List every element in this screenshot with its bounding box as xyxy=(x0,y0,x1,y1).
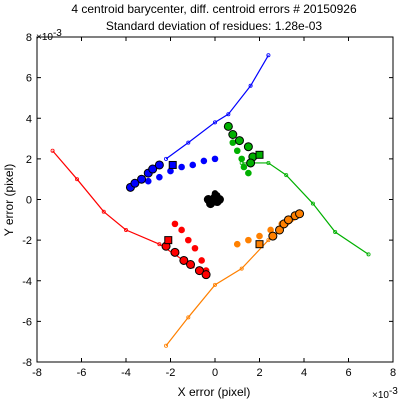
series-2-trail-point xyxy=(101,209,106,214)
axes: -8 -6 -4 -2 0 2 4 6 8 -8 -6 -4 -2 0 2 4 6 8 xyxy=(22,32,396,379)
series-0-square-marker xyxy=(168,160,177,169)
y-tick-label: 6 xyxy=(26,73,32,85)
series-0-cloud-point xyxy=(167,167,174,175)
plot-area xyxy=(50,53,371,348)
series-1-trail-point xyxy=(333,229,338,234)
series-1-cloud-point xyxy=(229,139,237,146)
series-2-trail-point xyxy=(157,242,162,247)
series-3-trail-point xyxy=(212,282,217,287)
series-1-trail-point xyxy=(266,160,271,165)
series-3-cloud-point xyxy=(245,236,252,244)
series-0-cloud-point xyxy=(178,163,185,171)
y-tick-label: -6 xyxy=(22,316,32,328)
series-2-cloud-point xyxy=(178,226,185,234)
series-2-marker xyxy=(194,266,204,276)
series-3-trail-point xyxy=(186,315,191,320)
series-0-trail-point xyxy=(248,83,253,88)
x-tick-label: -4 xyxy=(121,367,131,379)
x-axis-label: X error (pixel) xyxy=(178,385,251,399)
series-2-marker xyxy=(170,247,180,257)
series-3-marker xyxy=(268,231,278,241)
series-0-cloud-point xyxy=(211,155,219,163)
x-exponent: ×10-3 xyxy=(372,386,398,401)
y-tick-label: 0 xyxy=(26,195,32,207)
series-3-trail-point xyxy=(266,238,271,243)
series-1-trail-point xyxy=(366,252,371,257)
series-2-cloud-point xyxy=(198,257,205,264)
x-tick-label: 4 xyxy=(301,367,307,379)
series-1-trail-point xyxy=(284,173,289,178)
y-tick-label: -8 xyxy=(22,357,32,369)
series-1-cloud-point xyxy=(238,155,245,163)
y-tick-label: 8 xyxy=(26,32,32,44)
x-tick-label: -8 xyxy=(32,367,42,379)
series-1-marker xyxy=(223,121,233,131)
series-2-cloud-point xyxy=(185,236,192,244)
y-tick-label: -2 xyxy=(22,235,32,247)
series-2-trail-point xyxy=(75,177,80,182)
series-0-marker xyxy=(137,174,147,184)
series-0-marker xyxy=(148,164,158,174)
series-3-marker xyxy=(275,225,285,235)
series-0-trail-point xyxy=(186,140,191,145)
y-tick-label: -4 xyxy=(22,276,32,288)
series-1-cloud-point xyxy=(240,163,248,171)
chart-subtitle: Standard deviation of residues: 1.28e-03 xyxy=(106,19,322,33)
series-1 xyxy=(223,121,371,257)
series-3-cloud-point xyxy=(233,240,241,248)
series-2-marker xyxy=(201,270,211,280)
series-0-cloud-point xyxy=(200,157,208,165)
chart-title: 4 centroid barycenter, diff. centroid er… xyxy=(71,2,357,16)
series-1-marker xyxy=(246,158,256,168)
series-2-cloud-point xyxy=(191,244,199,252)
y-exponent: ×10-3 xyxy=(36,28,62,43)
series-2-square-marker xyxy=(164,236,173,245)
series-2 xyxy=(50,148,211,280)
x-tick-label: -6 xyxy=(77,367,87,379)
series-0 xyxy=(125,53,271,192)
series-3-trail xyxy=(165,215,300,347)
series-3 xyxy=(164,209,305,348)
series-1-cloud-point xyxy=(245,169,252,177)
series-2-trail-point xyxy=(50,148,55,153)
series-0-cloud-point xyxy=(156,173,163,181)
series-1-marker xyxy=(228,130,238,139)
x-tick-label: 8 xyxy=(390,367,396,379)
series-1-cloud-point xyxy=(233,147,241,155)
y-tick-label: 4 xyxy=(26,113,32,125)
series-0-marker xyxy=(130,178,140,188)
y-axis-label: Y error (pixel) xyxy=(2,164,16,236)
series-4 xyxy=(203,190,224,209)
y-tick-label: 2 xyxy=(26,154,32,166)
series-3-square-marker xyxy=(255,240,264,249)
series-1-trail xyxy=(241,162,369,255)
series-0-trail-point xyxy=(164,156,169,161)
series-3-marker xyxy=(283,215,293,225)
series-2-marker xyxy=(179,255,189,265)
series-0-cloud-point xyxy=(189,161,197,169)
series-0-trail-point xyxy=(226,112,231,117)
x-tick-label: 0 xyxy=(212,367,218,379)
x-tick-label: 2 xyxy=(256,367,262,379)
series-0-trail xyxy=(165,54,269,160)
series-0-trail-point xyxy=(212,120,217,125)
x-tick-label: -2 xyxy=(166,367,176,379)
series-2-trail-point xyxy=(124,227,129,232)
series-0-marker xyxy=(154,160,164,170)
series-2-marker xyxy=(186,260,196,269)
series-0-trail-point xyxy=(266,53,271,58)
series-2-cloud-point xyxy=(171,220,179,228)
series-1-square-marker xyxy=(255,150,264,159)
series-1-marker xyxy=(234,136,244,146)
series-3-trail-point xyxy=(164,343,169,348)
series-3-cloud-point xyxy=(256,232,263,240)
series-0-cloud-point xyxy=(144,177,152,185)
series-4-marker xyxy=(214,195,224,204)
x-tick-label: 6 xyxy=(345,367,351,379)
series-1-trail-point xyxy=(310,201,315,206)
series-3-marker xyxy=(295,209,305,219)
series-3-trail-point xyxy=(239,266,244,271)
series-1-marker xyxy=(243,142,253,152)
